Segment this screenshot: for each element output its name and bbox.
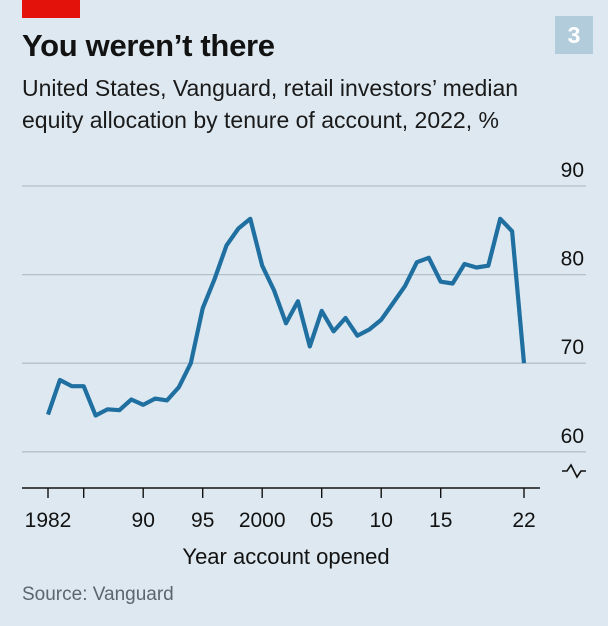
- x-axis-title: Year account opened: [182, 544, 389, 569]
- source-note: Source: Vanguard: [22, 584, 174, 605]
- chart-title: You weren’t there: [22, 28, 275, 63]
- chart-number-badge: 3: [555, 16, 593, 54]
- x-tick-label-2015: 15: [429, 509, 452, 532]
- x-tick-label-1990: 90: [132, 509, 155, 532]
- brand-tag: [22, 0, 80, 18]
- gridlines: [22, 185, 586, 453]
- x-tick-label-2000: 2000: [239, 509, 286, 532]
- chart-subtitle: United States, Vanguard, retail investor…: [22, 75, 519, 133]
- y-tick-label-80: 80: [561, 248, 584, 271]
- y-axis-labels: 90 80 70 60: [561, 159, 586, 479]
- series-layer: [46, 216, 527, 418]
- y-tick-label-70: 70: [561, 336, 584, 359]
- y-tick-label-90: 90: [561, 159, 584, 182]
- x-tick-label-2010: 10: [370, 509, 393, 532]
- series-line-0: [46, 216, 527, 418]
- x-tick-label-1982: 1982: [25, 509, 72, 532]
- y-tick-label-60: 60: [561, 425, 584, 448]
- x-axis: 1982 90 95 2000 05 10 15 22: [22, 487, 540, 532]
- x-tick-label-2022: 22: [512, 509, 535, 532]
- axis-break-icon: [562, 463, 586, 479]
- x-tick-label-1995: 95: [191, 509, 214, 532]
- x-tick-label-2005: 05: [310, 509, 333, 532]
